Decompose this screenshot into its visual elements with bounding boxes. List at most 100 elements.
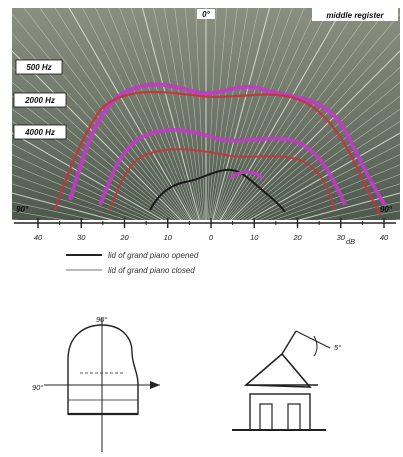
radial-grid-line [39,8,189,220]
region-label: middle register [326,11,384,20]
freq-label-500: 500 Hz [26,63,51,72]
contour-magenta-center [229,170,264,180]
freq-label-2000: 2000 Hz [24,96,55,105]
radial-grid-line [211,8,259,220]
scale-unit: dB [346,237,355,246]
radial-grid-line [217,8,317,220]
radial-grid-line [213,8,282,220]
radial-grid-line [12,32,184,220]
radial-grid-line [235,81,400,220]
freq-label-box-3 [13,124,67,140]
contour-red-inner [109,148,336,211]
angle-ray [295,330,331,349]
radial-grid-line [208,8,238,220]
piano-leg-left [259,403,273,431]
contour-magenta-inner [98,128,347,206]
contours [53,82,387,216]
bottom-left-angle-label: 90° [16,205,29,214]
top-angle-label: 0° [202,10,210,19]
radial-grid-line [253,143,400,220]
bottom-right-angle-label: 90° [380,205,393,214]
radial-grid-line [212,8,271,220]
scale-tick-label: 20 [292,233,302,242]
radial-grid-line [184,8,205,220]
radial-grid-line [12,108,171,220]
radial-grid-line [95,8,195,220]
radial-grid-line [216,8,305,220]
radial-grid-line [12,143,159,220]
radial-grid-line [12,13,186,220]
radial-grid-line [119,8,198,220]
freq-label-box-2 [13,92,67,108]
scale-tick-label: 40 [34,233,43,242]
freq-label-4000: 4000 Hz [24,128,55,137]
side-view-angle-label: 5° [334,343,341,352]
scale-tick-label: 30 [77,233,86,242]
radial-grid-line [258,154,400,220]
piano-lid [243,352,312,388]
top-view-top-label: 90° [96,315,107,324]
piano-leg-right [287,403,301,431]
radial-grid [0,8,403,245]
radial-grid-line [210,8,249,220]
scale-tick-label: 40 [380,233,389,242]
radial-grid-line [153,8,201,220]
radial-grid-line [206,227,403,245]
radial-grid-line [130,8,199,220]
piano-body [249,393,311,431]
radial-grid-line [228,32,400,220]
radial-grid-line [68,8,193,220]
radial-grid-line [107,8,196,220]
radial-grid-line [12,81,177,220]
scale-ticks: 40 30 20 10 0 10 20 30 40 [34,218,389,242]
radial-grid-line [232,66,400,220]
contour-dark [149,168,286,213]
contour-magenta-outer [68,82,387,207]
radial-grid-line [224,8,389,220]
scale-tick-label: 30 [337,233,346,242]
radial-grid-line [174,8,204,220]
scale-tick-label: 10 [164,233,173,242]
piano-top-view: 90° 90° [32,315,160,452]
lid-prop [281,330,297,355]
radial-grid-line [265,164,400,220]
radial-grid-line [54,8,191,220]
piano-side-view: 5° [232,330,341,431]
radial-grid-line [230,50,400,220]
angle-arc [313,335,318,357]
top-label-box [197,9,215,19]
radial-grid-line [218,8,330,220]
radial-grid-line [195,8,206,220]
radial-grid-line [214,8,293,220]
piano-outline [67,324,139,415]
top-view-left-label: 90° [32,383,43,392]
radial-grid-line [82,8,194,220]
radial-grid-line [248,132,400,220]
db-scale: 40 30 20 10 0 10 20 30 40 dB [14,218,396,246]
radial-grid-line [238,95,400,220]
polar-plot: middle register 0° 500 Hz 2000 Hz 4000 H… [0,8,403,245]
scale-tick-label: 20 [119,233,129,242]
top-view-arrow-right [150,381,160,389]
radial-grid-line [219,8,344,220]
radial-grid-line [0,227,206,245]
radial-grid-line [221,8,358,220]
radial-grid-line [163,8,202,220]
scale-tick-label: 10 [250,233,259,242]
radial-grid-line [207,8,228,220]
radial-grid-line [241,108,400,220]
radial-grid-line [141,8,200,220]
radial-grid-line [12,154,154,220]
freq-label-box-1 [15,59,63,75]
region-label-box [312,8,398,21]
legend-label-closed: lid of grand piano closed [108,266,195,275]
radial-grid-line [12,95,174,220]
radial-grid-line [223,8,373,220]
legend: lid of grand piano opened lid of grand p… [66,251,199,275]
radial-grid-line [244,121,400,220]
legend-label-opened: lid of grand piano opened [108,251,199,260]
radial-grid-line [23,8,188,220]
radial-grid-line [226,13,400,220]
